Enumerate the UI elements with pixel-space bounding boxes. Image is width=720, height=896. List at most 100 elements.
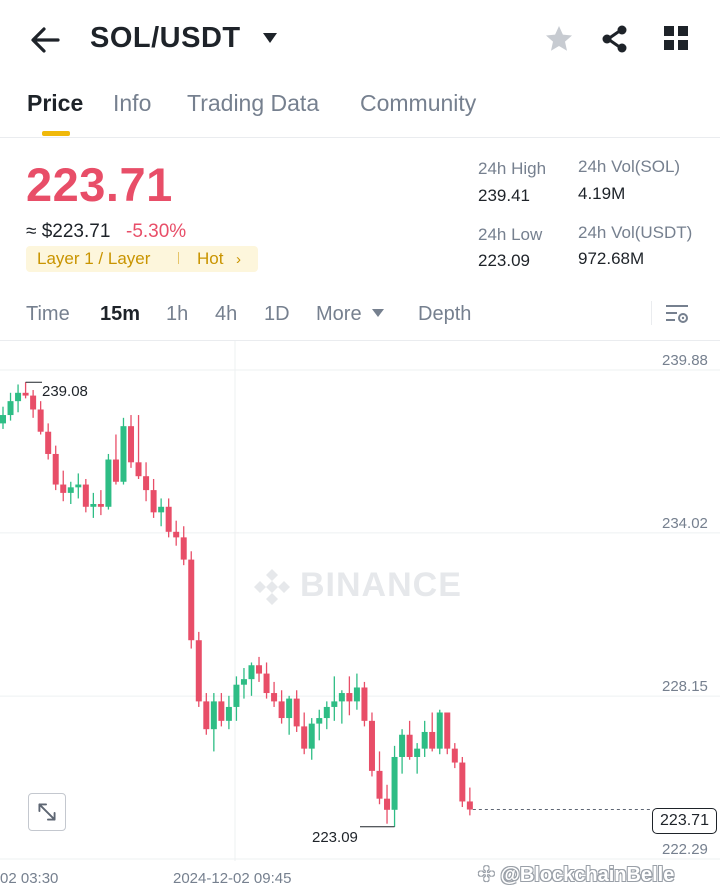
candle-body xyxy=(233,684,240,707)
stat-24h-vol-usdt-label: 24h Vol(USDT) xyxy=(578,223,693,242)
stat-24h-vol-sol-value: 4.19M xyxy=(578,184,626,203)
candle-body xyxy=(90,504,97,507)
interval-depth[interactable]: Depth xyxy=(418,303,472,325)
candle-body xyxy=(240,679,247,685)
tab-info[interactable]: Info xyxy=(113,90,152,116)
stat-24h-high-value: 239.41 xyxy=(478,186,530,205)
candle-body xyxy=(218,701,225,721)
divider xyxy=(651,301,652,325)
stat-24h-high-label: 24h High xyxy=(478,159,547,178)
tag-divider xyxy=(178,252,179,264)
low-price-marker: 223.09 xyxy=(312,829,358,846)
candle-body xyxy=(60,484,67,493)
fiat-price: ≈ $223.71 xyxy=(26,221,111,242)
tab-price[interactable]: Price xyxy=(27,90,84,116)
candle-body xyxy=(37,409,44,432)
price-axis-label: 228.15 xyxy=(662,678,708,695)
candle-body xyxy=(384,798,391,810)
chevron-right-icon: › xyxy=(236,251,241,268)
stat-24h-low-value: 223.09 xyxy=(478,251,530,270)
time-axis-label: 02 03:30 xyxy=(0,870,59,887)
divider xyxy=(0,340,720,341)
candle-body xyxy=(82,484,89,507)
candle-body xyxy=(15,392,22,402)
candle-body xyxy=(466,801,473,810)
interval-1d[interactable]: 1D xyxy=(264,303,290,325)
candle-body xyxy=(256,665,263,674)
interval-more[interactable]: More xyxy=(316,303,362,325)
candle-body xyxy=(210,701,217,730)
share-icon[interactable] xyxy=(600,24,630,54)
candle-body xyxy=(22,392,29,396)
candle-body xyxy=(203,701,210,730)
candle-body xyxy=(135,462,142,477)
divider xyxy=(0,137,720,138)
candle-body xyxy=(338,693,345,702)
candle-body xyxy=(248,665,255,680)
candle-body xyxy=(459,762,466,802)
candle-body xyxy=(278,701,285,719)
interval-time[interactable]: Time xyxy=(26,303,70,325)
candle-body xyxy=(414,748,421,757)
caret-down-icon xyxy=(372,309,384,317)
candle-body xyxy=(143,476,150,491)
candle-body xyxy=(158,506,165,513)
category-tag[interactable] xyxy=(26,246,258,272)
candle-body xyxy=(128,426,135,463)
price-change-percent: -5.30% xyxy=(126,221,187,242)
interval-15m[interactable]: 15m xyxy=(100,303,141,325)
candle-body xyxy=(436,712,443,749)
chart-watermark: BINANCE xyxy=(300,566,462,604)
back-arrow-icon[interactable] xyxy=(28,24,64,56)
binance-watermark-logo xyxy=(254,569,290,605)
candle-body xyxy=(165,506,172,532)
candle-body xyxy=(30,395,37,410)
tab-community[interactable]: Community xyxy=(360,90,477,116)
candle-body xyxy=(451,748,458,763)
candle-body xyxy=(271,693,278,702)
candle-body xyxy=(97,504,104,507)
candle-body xyxy=(421,731,428,749)
candle-body xyxy=(286,698,293,719)
candle-body xyxy=(112,459,119,482)
grid-icon[interactable] xyxy=(662,24,690,52)
candle-body xyxy=(376,770,383,799)
current-price-tag: 223.71 xyxy=(652,808,717,834)
time-axis-label: 2024-12-02 09:45 xyxy=(173,870,292,887)
candle-body xyxy=(225,706,232,721)
candle-body xyxy=(45,431,52,454)
interval-1h[interactable]: 1h xyxy=(166,303,189,325)
caret-down-icon[interactable] xyxy=(262,32,278,44)
current-price-tag-label: 223.71 xyxy=(660,812,709,829)
candle-body xyxy=(173,531,180,538)
candle-body xyxy=(353,687,360,702)
category-tag-label: Layer 1 / Layer xyxy=(37,249,151,268)
candle-body xyxy=(444,712,451,749)
price-axis-label: 239.88 xyxy=(662,352,708,369)
candle-body xyxy=(316,718,323,724)
candlestick-chart[interactable] xyxy=(0,341,720,896)
candle-body xyxy=(406,734,413,757)
candle-body xyxy=(331,701,338,707)
candle-body xyxy=(399,734,406,757)
candle-body xyxy=(429,731,436,749)
pair-title[interactable]: SOL/USDT xyxy=(90,22,241,54)
tab-trading-data[interactable]: Trading Data xyxy=(187,90,320,116)
stat-24h-vol-sol-label: 24h Vol(SOL) xyxy=(578,157,681,176)
candle-body xyxy=(75,484,82,488)
chart-settings-icon[interactable] xyxy=(664,302,690,326)
stat-24h-vol-usdt-value: 972.68M xyxy=(578,249,645,268)
candle-body xyxy=(301,726,308,749)
candle-body xyxy=(188,559,195,641)
candle-body xyxy=(120,426,127,482)
interval-4h[interactable]: 4h xyxy=(215,303,238,325)
candle-body xyxy=(105,459,112,507)
candle-body xyxy=(346,693,353,702)
candle-body xyxy=(323,706,330,719)
candle-body xyxy=(195,640,202,702)
stat-24h-low-label: 24h Low xyxy=(478,225,543,244)
star-icon[interactable] xyxy=(544,24,574,54)
expand-icon[interactable] xyxy=(28,793,66,831)
user-watermark: ✣ @BlockchainBelle xyxy=(478,864,675,886)
candle-body xyxy=(52,453,59,485)
